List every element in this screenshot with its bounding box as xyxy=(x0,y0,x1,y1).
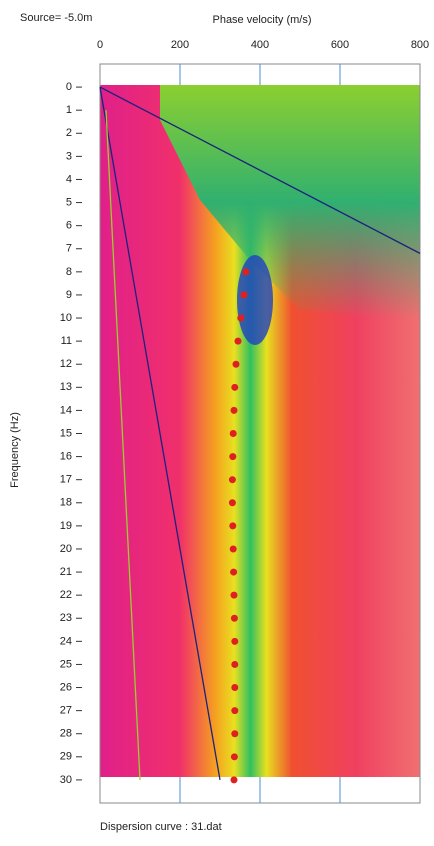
y-tick-label: 17 xyxy=(60,474,72,486)
y-tick-label: 27 xyxy=(60,705,72,717)
y-tick-label: 15 xyxy=(60,427,72,439)
y-tick-label: 14 xyxy=(60,404,72,416)
dispersion-image xyxy=(160,85,420,320)
curve-point xyxy=(232,360,240,368)
y-tick-label: 24 xyxy=(60,635,72,647)
curve-point xyxy=(230,614,238,622)
y-tick-label: 12 xyxy=(60,358,72,370)
y-axis-label: Frequency (Hz) xyxy=(9,412,21,488)
y-tick-label: 7 xyxy=(66,243,72,255)
y-tick-label: 9 xyxy=(66,289,72,301)
curve-point xyxy=(228,476,236,484)
curve-point xyxy=(230,591,238,599)
curve-point xyxy=(242,268,250,276)
y-tick-label: 4 xyxy=(66,173,72,185)
y-tick-label: 28 xyxy=(60,728,72,740)
curve-point xyxy=(230,776,238,784)
curve-point xyxy=(231,707,239,715)
y-tick-label: 20 xyxy=(60,543,72,555)
y-tick-label: 3 xyxy=(66,150,72,162)
curve-point xyxy=(231,383,239,391)
chart-title: Source= -5.0m xyxy=(20,12,92,24)
y-tick-label: 21 xyxy=(60,566,72,578)
curve-point xyxy=(231,660,239,668)
x-axis-label: Phase velocity (m/s) xyxy=(212,14,311,26)
reference-line xyxy=(105,110,141,780)
curve-point xyxy=(240,291,248,299)
y-tick-label: 10 xyxy=(60,312,72,324)
y-tick-label: 23 xyxy=(60,612,72,624)
x-tick-label: 600 xyxy=(331,39,349,51)
y-tick-label: 2 xyxy=(66,127,72,139)
y-tick-label: 13 xyxy=(60,381,72,393)
y-tick-label: 29 xyxy=(60,751,72,763)
dispersion-image xyxy=(237,255,273,345)
y-tick-label: 16 xyxy=(60,451,72,463)
y-tick-label: 26 xyxy=(60,681,72,693)
y-tick-label: 1 xyxy=(66,104,72,116)
reference-line xyxy=(99,86,221,781)
curve-point xyxy=(229,430,237,437)
y-tick-label: 8 xyxy=(66,266,72,278)
y-tick-label: 11 xyxy=(61,335,72,347)
x-tick-label: 400 xyxy=(251,39,269,51)
y-tick-label: 6 xyxy=(66,220,72,232)
y-tick-label: 30 xyxy=(60,774,72,786)
reference-line xyxy=(99,86,421,254)
footer: Dispersion curve : 31.dat xyxy=(100,821,222,833)
curve-point xyxy=(230,406,238,414)
curve-point xyxy=(237,314,245,322)
curve-point xyxy=(231,684,239,692)
y-tick-label: 25 xyxy=(60,658,72,670)
curve-point xyxy=(234,337,242,345)
curve-point xyxy=(229,522,237,530)
curve-point xyxy=(231,730,239,738)
curve-point xyxy=(230,568,238,576)
y-tick-label: 19 xyxy=(60,520,72,532)
y-tick-label: 5 xyxy=(66,196,72,208)
curve-point xyxy=(228,499,236,507)
curve-point xyxy=(231,637,239,645)
y-tick-label: 18 xyxy=(60,497,72,509)
x-tick-label: 200 xyxy=(171,39,189,51)
curve-point xyxy=(229,545,237,553)
x-tick-label: 0 xyxy=(97,39,103,51)
curve-point xyxy=(230,753,238,761)
y-tick-label: 0 xyxy=(66,81,72,93)
y-tick-label: 22 xyxy=(60,589,72,601)
plot-frame xyxy=(99,63,421,804)
curve-point xyxy=(229,453,237,461)
x-tick-label: 800 xyxy=(411,39,429,51)
